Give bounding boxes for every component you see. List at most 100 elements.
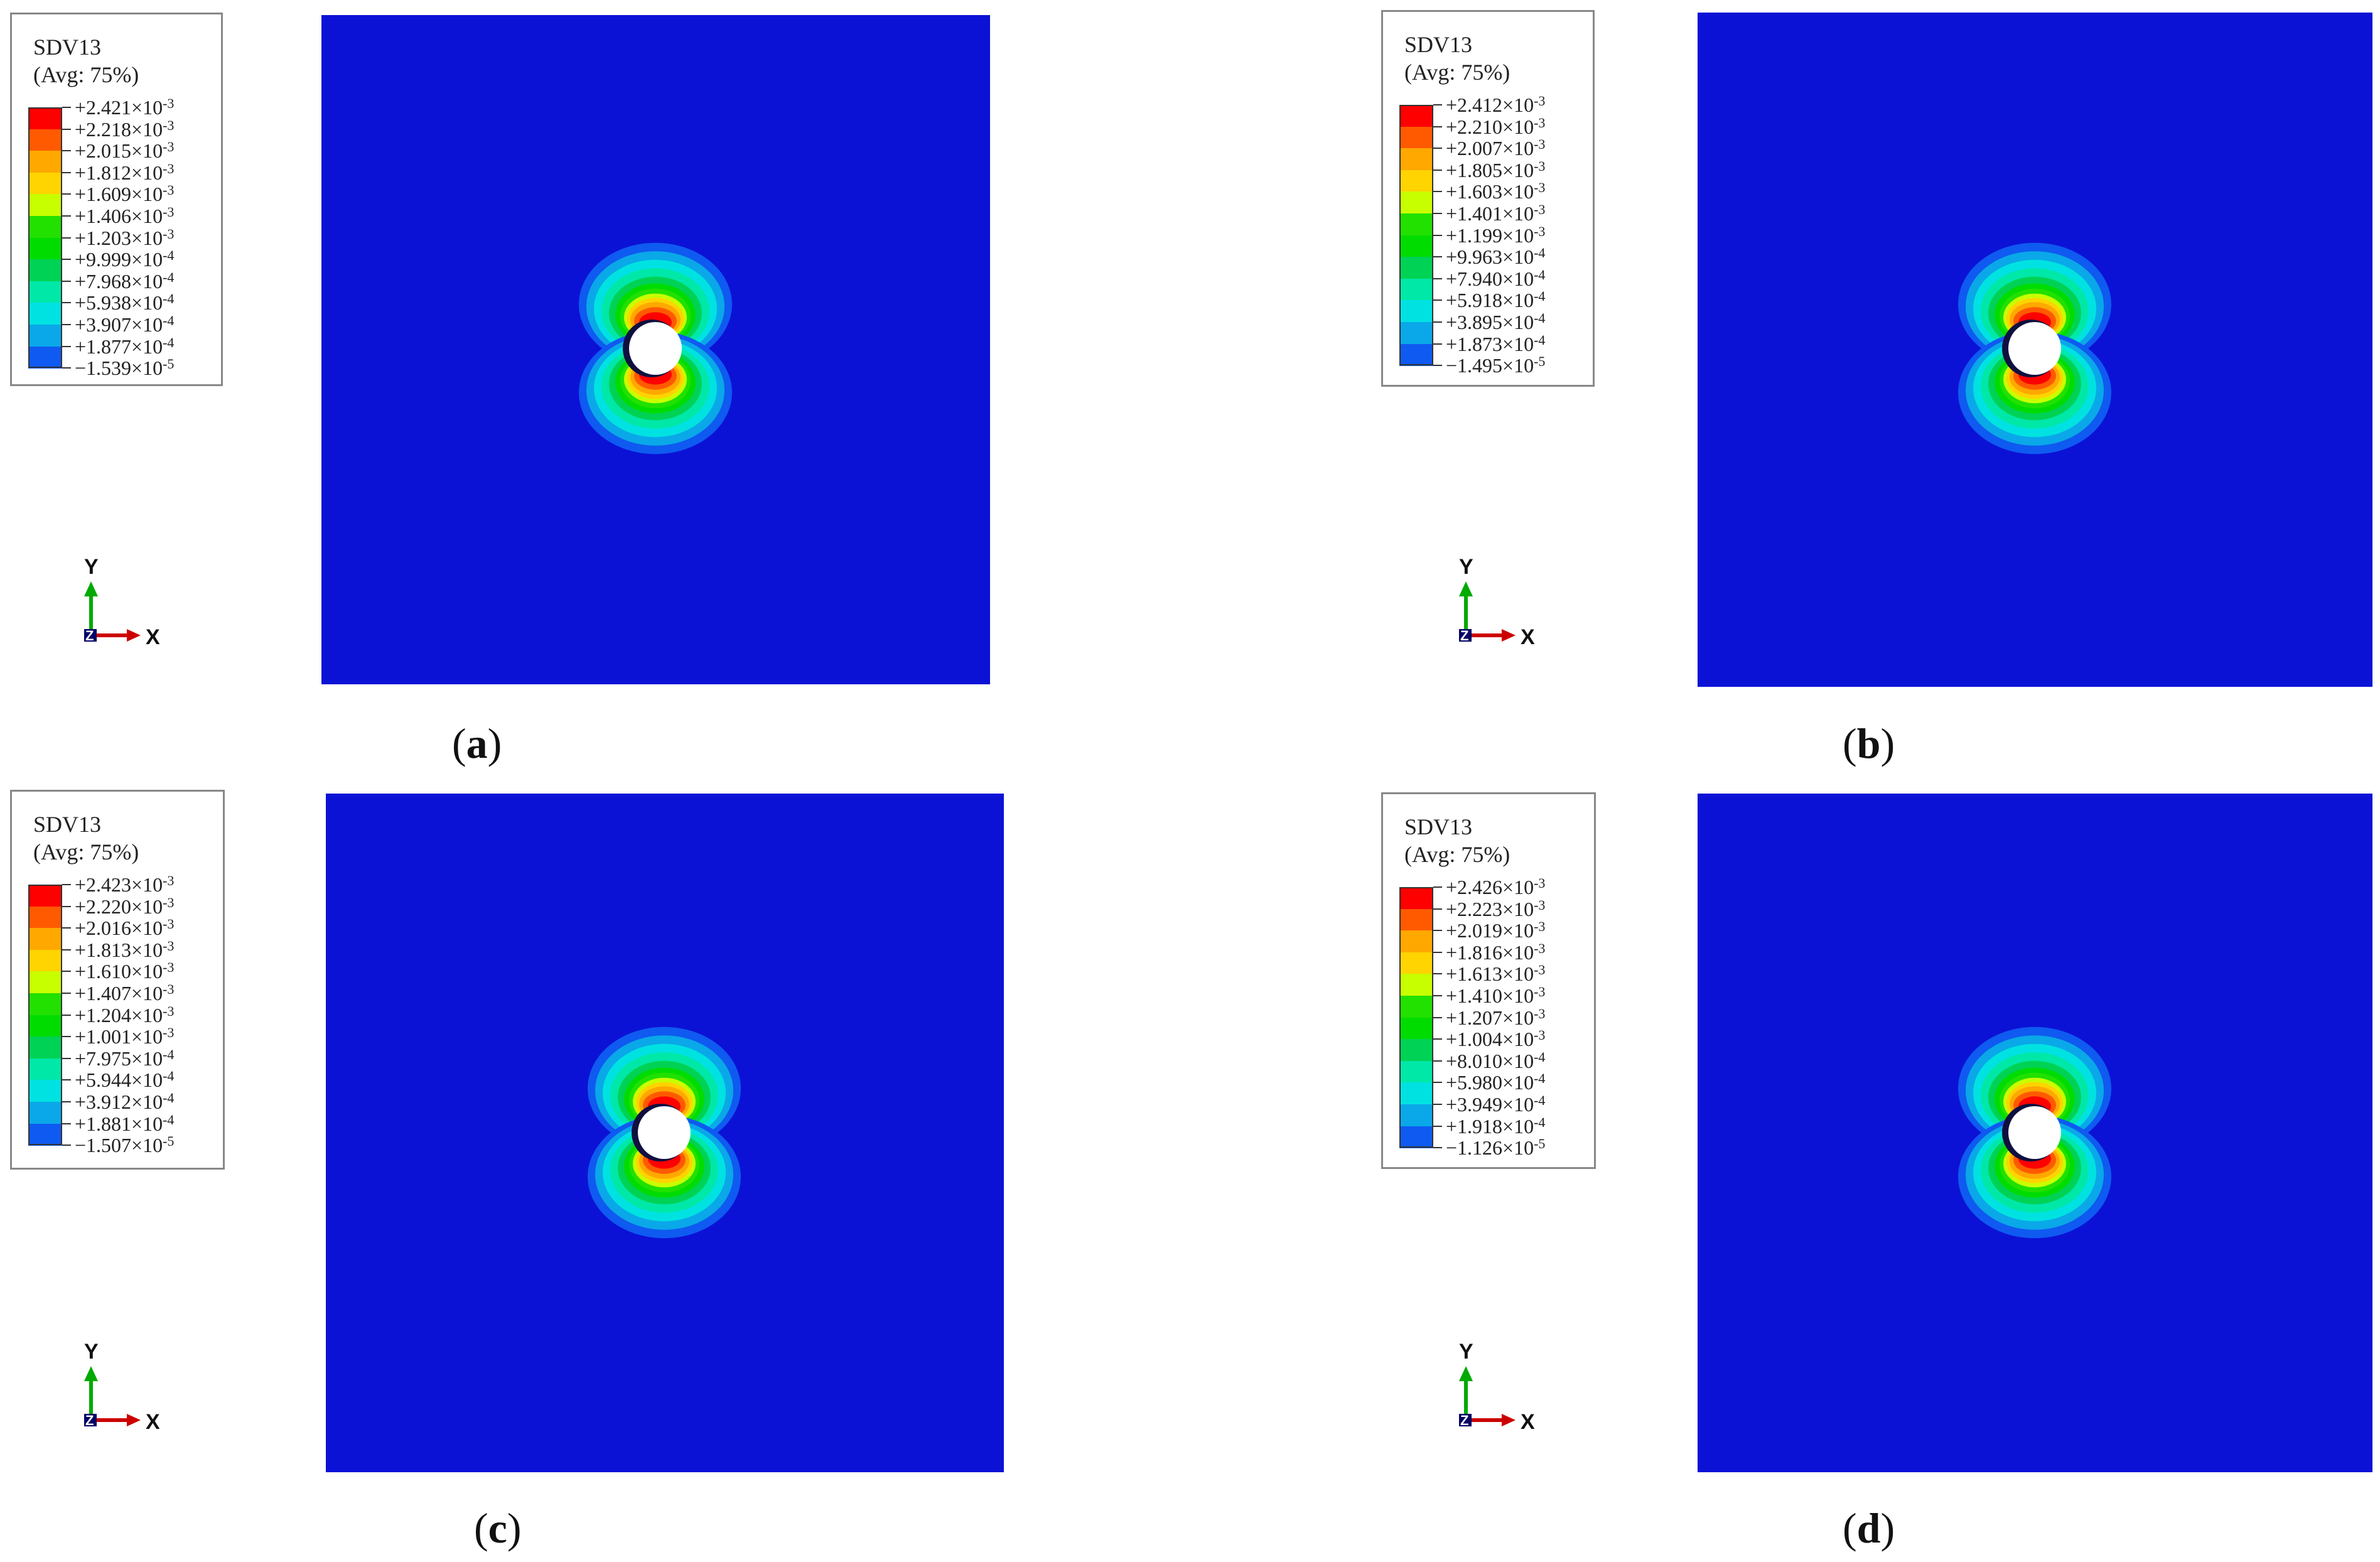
contour-band xyxy=(643,1091,686,1119)
contour-band xyxy=(636,1141,692,1183)
legend-value-mantissa: +1.805 xyxy=(1446,158,1503,181)
contour-band xyxy=(1995,283,2075,347)
contour-band xyxy=(1958,242,2111,366)
legend-tick xyxy=(62,215,71,217)
legend-tick-label: +1.410×10-3 xyxy=(1446,984,1546,1007)
legend-value-mantissa: +1.401 xyxy=(1446,202,1503,225)
legend-tick-label: +2.007×10-3 xyxy=(1446,136,1546,160)
legend-tick xyxy=(1433,973,1442,975)
legend-value-mantissa: +2.210 xyxy=(1446,115,1503,138)
contour-band xyxy=(1995,1134,2075,1198)
legend-tick xyxy=(62,259,71,261)
contour-band xyxy=(624,293,687,342)
legend-tick-label: −1.126×10-5 xyxy=(1446,1136,1546,1160)
legend-averaging: (Avg: 75%) xyxy=(33,839,139,864)
legend-tick xyxy=(62,345,71,347)
legend-value-exponent: -3 xyxy=(163,873,175,888)
contour-band xyxy=(1958,1115,2111,1239)
panel-caption-letter: d xyxy=(1856,1504,1881,1552)
legend-value-mantissa: +5.918 xyxy=(1446,289,1503,312)
contour-band xyxy=(1988,1060,2081,1134)
legend-value-exponent: -3 xyxy=(163,1003,175,1019)
legend-value-exponent: -3 xyxy=(1534,136,1546,153)
legend-swatch xyxy=(1399,1082,1433,1105)
contour-band xyxy=(1988,347,2081,421)
contour-band xyxy=(594,259,717,358)
axis-triad-icon: Y X Z xyxy=(1459,555,1535,649)
legend-value-mantissa: +5.980 xyxy=(1446,1071,1503,1094)
contour-band xyxy=(2010,359,2060,395)
legend-value-exponent: -4 xyxy=(1534,1114,1546,1130)
legend-value-mantissa: +2.423 xyxy=(75,873,132,896)
hole-edge-shadow xyxy=(623,320,681,377)
legend-value-exponent: -3 xyxy=(1534,918,1546,935)
legend-b: SDV13 (Avg: 75%) +2.412×10-3 +2.210×10-3 +2.… xyxy=(1381,10,1595,387)
contour-band xyxy=(2003,355,2066,404)
hole xyxy=(2008,1106,2061,1159)
legend-tick-label: +1.001×10-3 xyxy=(75,1025,175,1048)
legend-value-mantissa: +1.203 xyxy=(75,226,132,249)
legend-swatch xyxy=(1399,996,1433,1018)
contour-band xyxy=(588,1115,741,1239)
legend-tick-label: +2.412×10-3 xyxy=(1446,93,1546,116)
legend-value-exponent: -4 xyxy=(163,247,175,264)
legend-value-mantissa: +2.016 xyxy=(75,917,132,940)
legend-value-mantissa: +2.421 xyxy=(75,96,132,119)
legend-tick xyxy=(1433,299,1442,301)
legend-variable: SDV13 xyxy=(1404,32,1473,57)
contour-band xyxy=(615,283,696,347)
legend-tick-label: +1.406×10-3 xyxy=(75,204,175,227)
legend-tick-label: +2.426×10-3 xyxy=(1446,875,1546,898)
contour-band xyxy=(624,355,687,404)
legend-tick xyxy=(1433,1082,1442,1084)
hole-edge-shadow xyxy=(2002,1104,2060,1161)
legend-tick-label: −1.495×10-5 xyxy=(1446,353,1546,377)
legend-value-exponent: -3 xyxy=(1534,1005,1546,1021)
contour-band xyxy=(1973,259,2096,358)
legend-tick xyxy=(1433,126,1442,127)
legend-c: SDV13 (Avg: 75%) +2.423×10-3 +2.220×10-3 +2.… xyxy=(10,790,225,1170)
legend-value-mantissa: +2.220 xyxy=(75,895,132,918)
legend-value-mantissa: +9.999 xyxy=(75,248,132,271)
legend-value-exponent: -3 xyxy=(163,182,175,198)
legend-tick-label: +1.613×10-3 xyxy=(1446,962,1546,986)
contour-band xyxy=(629,1137,699,1193)
legend-value-mantissa: +8.010 xyxy=(1446,1049,1503,1072)
legend-tick xyxy=(62,107,71,108)
legend-swatch xyxy=(1399,887,1433,910)
legend-tick xyxy=(62,1123,71,1124)
legend-tick xyxy=(1433,995,1442,996)
contour-band xyxy=(620,288,691,344)
legend-tick xyxy=(1433,365,1442,367)
legend-value-mantissa: −1.495 xyxy=(1446,354,1503,377)
panel-caption-b: (b) xyxy=(1843,719,1895,767)
axis-label-y: Y xyxy=(1459,555,1473,579)
plate-region xyxy=(1698,794,2372,1472)
legend-swatch xyxy=(28,1015,62,1038)
axis-triad-icon: Y X Z xyxy=(84,1340,160,1434)
legend-swatch xyxy=(1399,1017,1433,1040)
contour-band xyxy=(610,1052,718,1138)
legend-tick xyxy=(1433,104,1442,105)
legend-value-exponent: -3 xyxy=(1534,897,1546,913)
contour-band xyxy=(2018,312,2051,333)
legend-tick-label: +9.999×10-4 xyxy=(75,247,175,271)
legend-swatch xyxy=(28,107,62,130)
legend-tick xyxy=(62,150,71,152)
legend-swatch xyxy=(28,281,62,304)
contour-band xyxy=(594,339,717,438)
contour-band xyxy=(643,1146,686,1174)
contour-band xyxy=(603,1043,726,1142)
legend-tick xyxy=(1433,169,1442,171)
legend-swatch xyxy=(28,1102,62,1124)
legend-value-mantissa: +9.963 xyxy=(1446,245,1503,269)
legend-tick-label: +3.912×10-4 xyxy=(75,1090,175,1113)
panel-caption-a: (a) xyxy=(452,719,502,767)
legend-value-exponent: -3 xyxy=(1534,114,1546,131)
contour-band xyxy=(601,343,709,429)
contour-band xyxy=(634,307,677,335)
legend-tick xyxy=(62,884,71,885)
